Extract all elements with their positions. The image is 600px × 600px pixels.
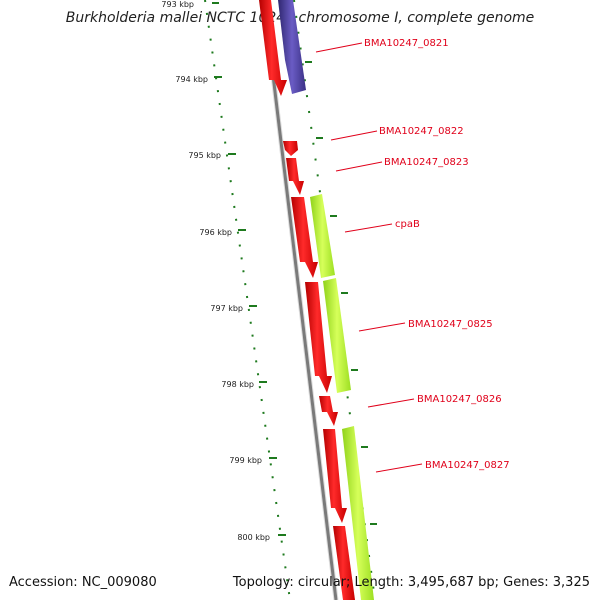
gene-label-leader [315,42,363,53]
gene-label-bma10247-0821[interactable]: BMA10247_0821 [364,38,449,49]
gene-feature-bma10247-0825-forward[interactable] [305,282,332,393]
genome-backbone [262,0,338,600]
gene-label-bma10247-0826[interactable]: BMA10247_0826 [417,394,502,405]
gene-label-leader [344,223,393,233]
gene-feature-next-forward[interactable] [333,526,355,600]
accession-text: Accession: NC_009080 [9,575,157,590]
genome-stats-text: Topology: circular; Length: 3,495,687 bp… [232,575,590,590]
gene-label-leader [367,398,415,408]
gene-label-leader [330,130,378,141]
gene-label-bma10247-0825[interactable]: BMA10247_0825 [408,319,493,330]
ruler-label: 796 kbp [199,228,232,237]
gene-label-leader [335,161,383,172]
gene-feature-bma10247-0826[interactable] [319,396,338,426]
gene-feature-bma10247-0820[interactable] [259,0,287,96]
gene-label-leader [375,463,423,473]
gene-feature-bma10247-0827-forward[interactable] [323,429,347,523]
gene-feature-bma10247-0823[interactable] [286,158,304,195]
ruler-label: 794 kbp [175,75,208,84]
ruler-label: 798 kbp [221,380,254,389]
gene-label-bma10247-0822[interactable]: BMA10247_0822 [379,126,464,137]
gene-label-bma10247-0827[interactable]: BMA10247_0827 [425,460,510,471]
gene-label-bma10247-0823[interactable]: BMA10247_0823 [384,157,469,168]
gene-feature-bma10247-0822[interactable] [283,141,298,156]
gene-label-leader [358,322,406,332]
ruler-label: 795 kbp [188,151,221,160]
gene-labels: BMA10247_0821 BMA10247_0822 BMA10247_082… [315,38,510,473]
gene-feature-cpab[interactable] [310,194,335,278]
gene-label-cpab[interactable]: cpaB [395,219,420,230]
ruler-label: 799 kbp [229,456,262,465]
scale-ruler: 793 kbp 794 kbp 795 kbp 796 kbp 797 kbp … [161,0,377,600]
gene-feature-bma10247-0821[interactable] [278,0,306,94]
reverse-strand-features [278,0,374,600]
ruler-label: 800 kbp [237,533,270,542]
ruler-label: 797 kbp [210,304,243,313]
gene-feature-bma10247-0827[interactable] [342,426,374,600]
forward-strand-features [259,0,355,600]
ruler-label: 793 kbp [161,0,194,9]
gene-feature-bma10247-0825[interactable] [323,278,351,393]
map-title: Burkholderia mallei NCTC 10247 chromosom… [65,10,535,26]
gene-feature-cpab-forward[interactable] [291,197,318,278]
